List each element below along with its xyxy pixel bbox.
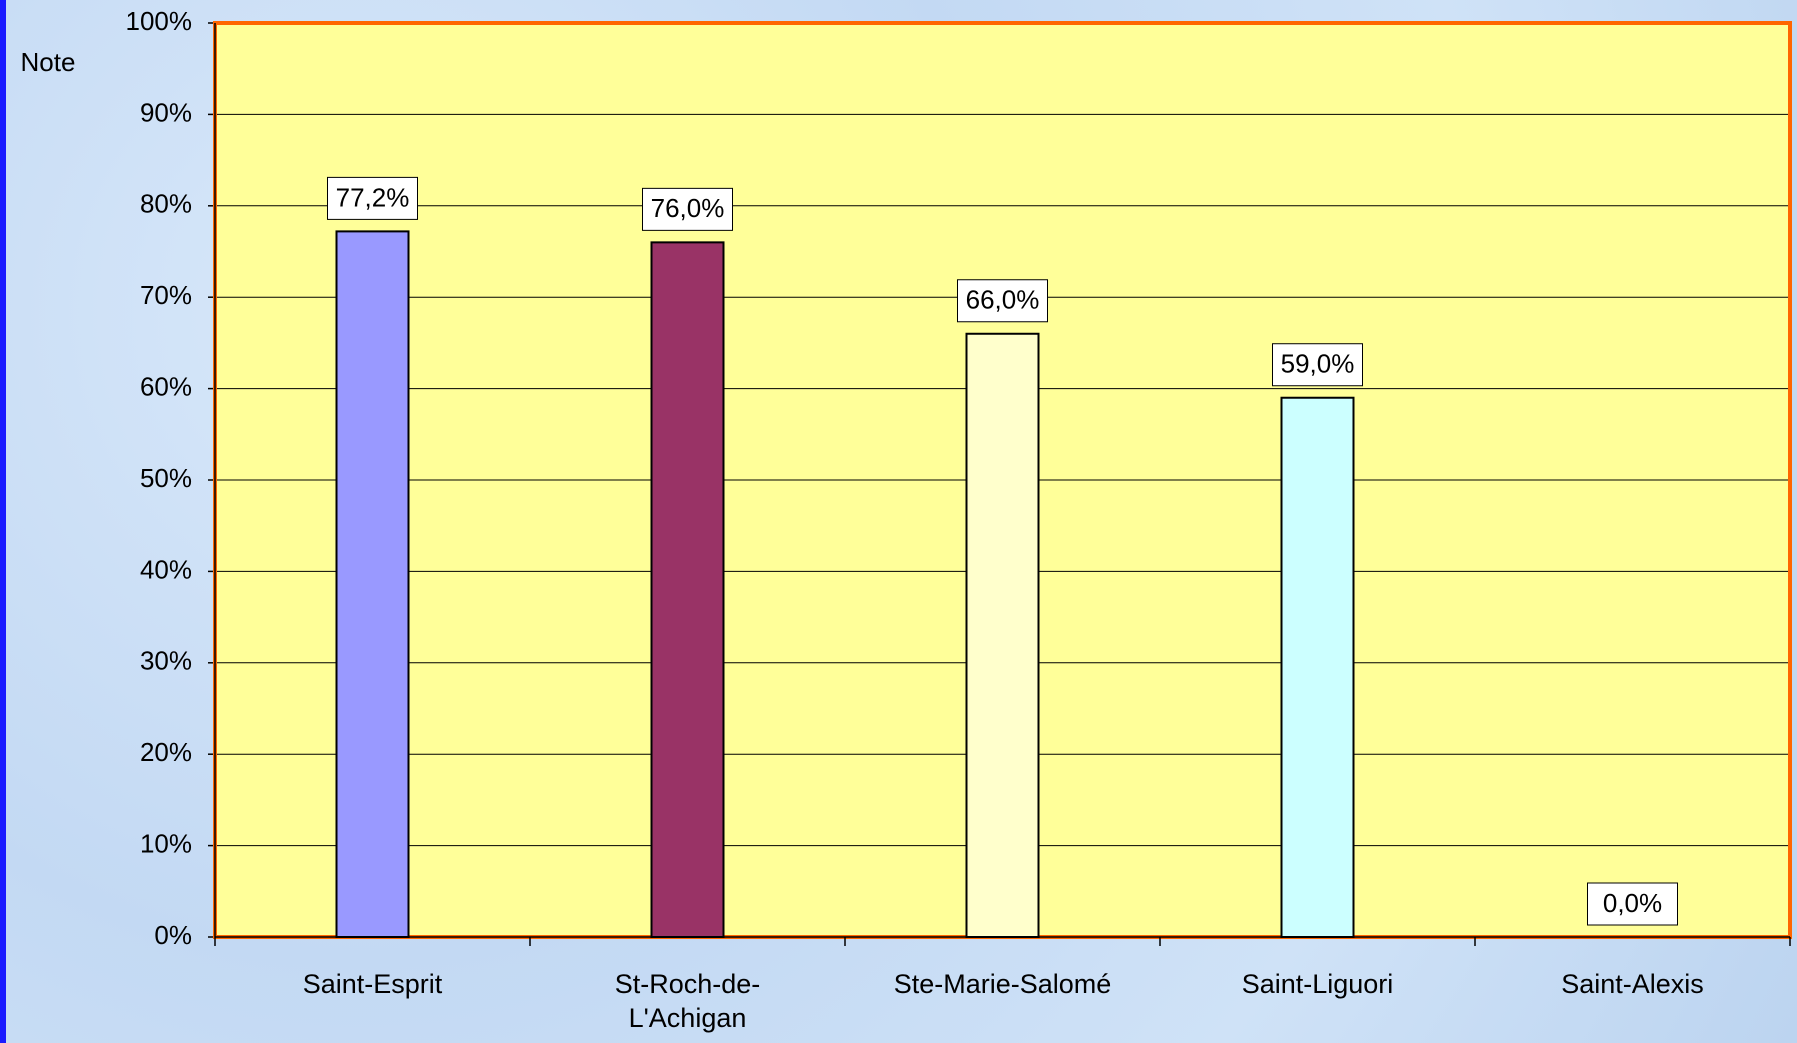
y-axis-label: Note — [21, 47, 76, 77]
bar — [1280, 396, 1355, 938]
value-label-box — [1272, 343, 1363, 387]
x-tick-label: Saint-Esprit — [302, 969, 443, 999]
value-label-box — [642, 187, 733, 231]
value-label: 0,0% — [1603, 888, 1662, 918]
y-tick-label: 50% — [140, 463, 192, 493]
x-tick-label: Ste-Marie-Salomé — [893, 969, 1112, 999]
y-tick-label: 10% — [140, 828, 192, 858]
y-tick-label: 60% — [140, 371, 192, 401]
value-label-box — [957, 279, 1048, 323]
bar — [965, 332, 1040, 938]
x-tick-label: St-Roch-de-L'Achigan — [614, 969, 761, 1033]
value-label-box — [1587, 882, 1678, 926]
y-tick-label: 0% — [154, 920, 192, 950]
y-tick-label: 40% — [140, 554, 192, 584]
value-label: 77,2% — [336, 182, 410, 212]
x-tick-label: Saint-Liguori — [1241, 969, 1394, 999]
y-tick-label: 30% — [140, 646, 192, 676]
bar — [650, 241, 725, 939]
x-tick-label: Saint-Alexis — [1561, 969, 1704, 999]
left-stripe — [0, 0, 6, 1043]
bar — [335, 230, 410, 938]
y-tick-label: 80% — [140, 189, 192, 219]
y-tick-label: 20% — [140, 737, 192, 767]
y-tick-label: 90% — [140, 97, 192, 127]
value-label: 66,0% — [966, 285, 1040, 315]
value-label-box — [327, 176, 418, 220]
value-label: 59,0% — [1281, 349, 1355, 379]
value-label: 76,0% — [651, 193, 725, 223]
y-tick-label: 70% — [140, 280, 192, 310]
y-tick-label: 100% — [126, 6, 193, 36]
